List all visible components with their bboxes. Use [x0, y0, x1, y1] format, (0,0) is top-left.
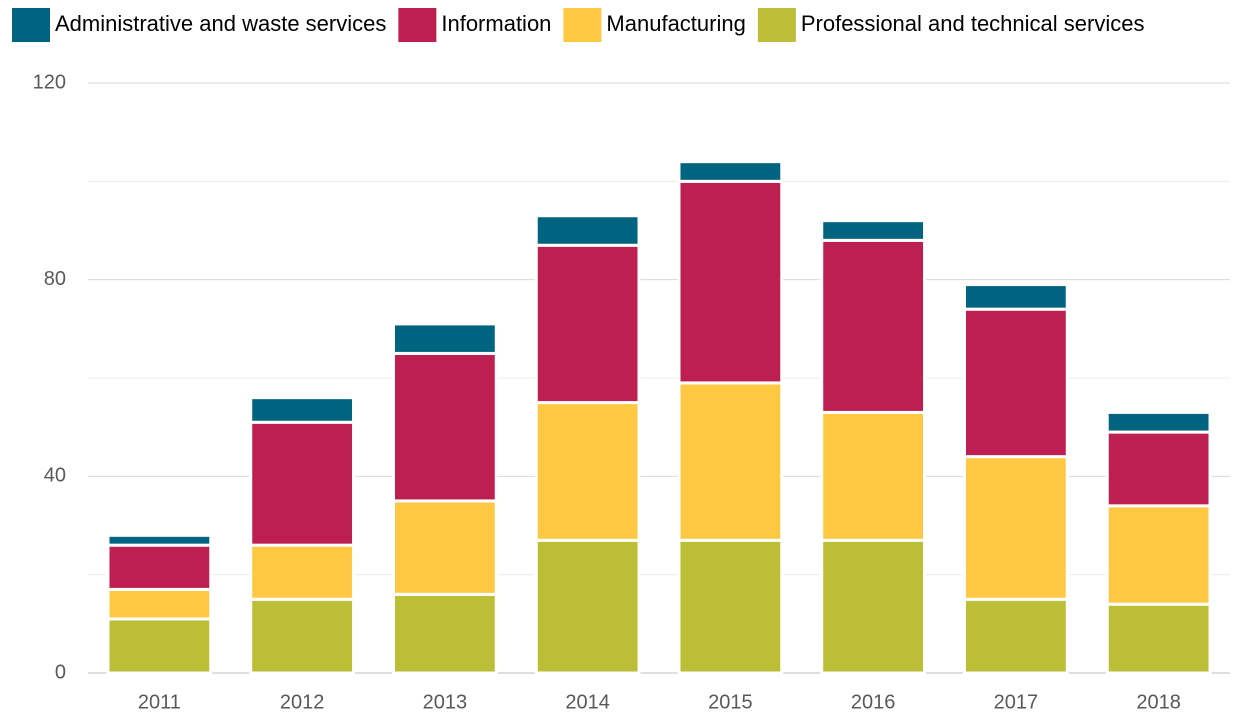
legend-label: Manufacturing [606, 11, 745, 36]
bar-segment [534, 538, 641, 675]
x-tick-label: 2014 [565, 691, 610, 713]
bar-segment [677, 179, 784, 385]
y-tick-label: 0 [55, 661, 66, 683]
bar-segment [249, 396, 356, 424]
bar-segment [249, 597, 356, 675]
x-tick-label: 2012 [280, 691, 325, 713]
x-tick-label: 2016 [851, 691, 896, 713]
legend-label: Professional and technical services [801, 11, 1145, 36]
bar-segment [106, 543, 213, 591]
bar-segment [391, 351, 498, 503]
y-tick-label: 120 [33, 71, 66, 93]
bar-segment [106, 617, 213, 675]
bar-segment [677, 160, 784, 183]
bar-segment [677, 538, 784, 675]
bar-segment [391, 592, 498, 675]
bar-segment [820, 219, 927, 242]
bar-segment [391, 322, 498, 355]
bar-segment [106, 587, 213, 621]
bar-segment [1105, 410, 1212, 434]
x-tick-label: 2015 [708, 691, 753, 713]
bar-segment [249, 543, 356, 601]
x-tick-label: 2018 [1136, 691, 1181, 713]
bar-segment [249, 420, 356, 547]
legend-swatch [563, 8, 602, 42]
bar-segment [1105, 602, 1212, 675]
legend-swatch [398, 8, 437, 42]
bar-segment [962, 307, 1069, 459]
bar-segment [534, 243, 641, 405]
legend-swatch [757, 8, 796, 42]
x-tick-label: 2011 [138, 691, 181, 713]
y-tick-label: 40 [44, 465, 66, 487]
x-tick-label: 2017 [994, 691, 1039, 713]
bar-segment [820, 410, 927, 542]
bar-segment [820, 238, 927, 414]
legend-label: Information [441, 11, 551, 36]
y-tick-label: 80 [44, 268, 66, 290]
bar-segment [1105, 430, 1212, 508]
legend-label: Administrative and waste services [55, 11, 386, 36]
bar-segment [534, 401, 641, 542]
bar-segment [106, 533, 213, 547]
bar-segment [677, 381, 784, 542]
bar-segment [391, 499, 498, 596]
bar-segment [1105, 504, 1212, 606]
legend-swatch [12, 8, 50, 42]
bar-segment [962, 455, 1069, 601]
bar-segment [534, 214, 641, 247]
bar-segment [820, 538, 927, 675]
bar-segment [962, 283, 1069, 311]
x-tick-label: 2013 [423, 691, 468, 713]
bar-segment [962, 597, 1069, 675]
